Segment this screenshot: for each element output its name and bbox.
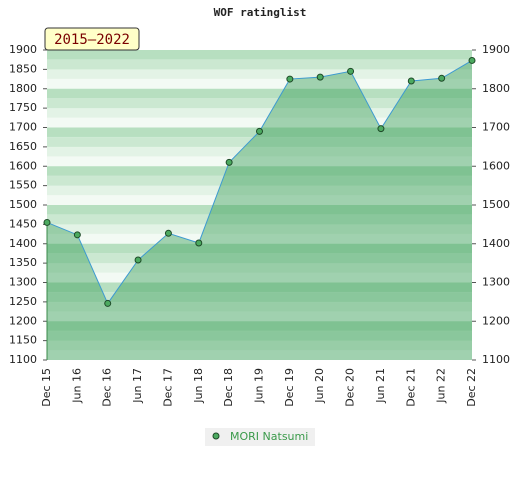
y-tick-label: 1200 [9, 314, 37, 327]
point [164, 229, 172, 237]
x-tick-label: Dec 21 [404, 368, 417, 407]
y-tick-label: 1600 [9, 159, 37, 172]
annotation-box [44, 27, 140, 51]
x-tick-label: Dec 20 [344, 368, 357, 407]
y-tick-label: 1100 [9, 353, 37, 366]
y-tick-label: 1550 [9, 179, 37, 192]
y-tick-label: 1700 [9, 121, 37, 134]
y2-tick-label: 1300 [482, 276, 510, 289]
y-tick-label: 1250 [9, 295, 37, 308]
point [468, 56, 476, 64]
y-tick-label: 1350 [9, 256, 37, 269]
point [134, 256, 142, 264]
y-tick-label: 1400 [9, 237, 37, 250]
legend-marker [212, 432, 220, 440]
y-tick-label: 1500 [9, 198, 37, 211]
y2-tick-label: 1200 [482, 314, 510, 327]
annotation: 2015–2022 [54, 32, 130, 48]
chart-title: WOF ratinglist [214, 6, 307, 19]
point [438, 74, 446, 82]
point [73, 231, 81, 239]
y-tick-label: 1800 [9, 82, 37, 95]
point [43, 218, 51, 226]
y-tick-label: 1450 [9, 217, 37, 230]
point [377, 125, 385, 133]
y2-tick-label: 1100 [482, 353, 510, 366]
x-tick-label: Jun 21 [374, 368, 387, 404]
x-tick-label: Dec 22 [465, 368, 478, 407]
y-tick-label: 1750 [9, 101, 37, 114]
point [195, 239, 203, 247]
y-tick-label: 1300 [9, 276, 37, 289]
point [407, 77, 415, 85]
y2-tick-label: 1400 [482, 237, 510, 250]
area [47, 60, 472, 361]
y-tick-label: 1150 [9, 334, 37, 347]
point [286, 75, 294, 83]
point [316, 73, 324, 81]
x-tick-label: Dec 16 [101, 368, 114, 407]
point [225, 158, 233, 166]
x-tick-label: Jun 20 [313, 368, 326, 404]
y-tick-label: 1900 [9, 43, 37, 56]
y2-tick-label: 1800 [482, 82, 510, 95]
y-tick-label: 1850 [9, 62, 37, 75]
y2-tick-label: 1900 [482, 43, 510, 56]
x-tick-label: Jun 18 [192, 368, 205, 404]
legend-box [205, 428, 315, 446]
y2-tick-label: 1500 [482, 198, 510, 211]
legend-label: MORI Natsumi [230, 430, 308, 443]
point [347, 67, 355, 75]
x-tick-label: Dec 18 [222, 368, 235, 407]
y2-tick-label: 1700 [482, 121, 510, 134]
point [256, 127, 263, 135]
x-tick-label: Jun 19 [253, 368, 266, 404]
y-tick-label: 1650 [9, 140, 37, 153]
y2-tick-label: 1600 [482, 159, 510, 172]
x-tick-label: Jun 16 [70, 368, 83, 404]
point [104, 299, 112, 307]
x-tick-label: Jun 22 [435, 368, 448, 404]
x-tick-label: Dec 19 [283, 368, 296, 407]
plot-background [47, 50, 472, 360]
x-tick-label: Jun 17 [131, 368, 144, 404]
x-tick-label: Dec 17 [161, 368, 174, 407]
x-tick-label: Dec 15 [40, 368, 53, 407]
